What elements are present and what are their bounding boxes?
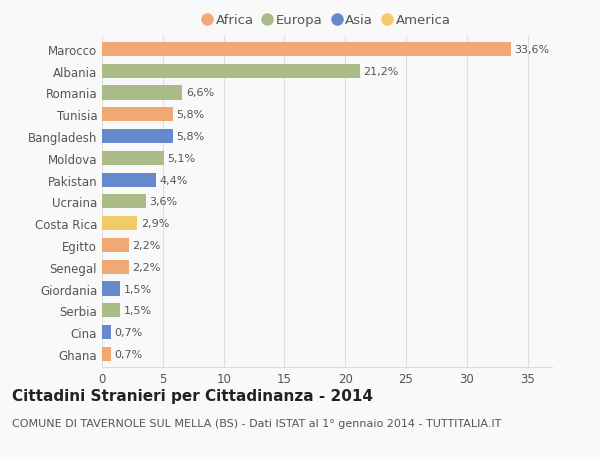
Text: 5,8%: 5,8% bbox=[176, 132, 205, 142]
Text: 5,1%: 5,1% bbox=[167, 153, 196, 163]
Legend: Africa, Europa, Asia, America: Africa, Europa, Asia, America bbox=[200, 10, 454, 31]
Bar bbox=[102, 64, 360, 78]
Bar bbox=[102, 282, 120, 296]
Text: 1,5%: 1,5% bbox=[124, 306, 152, 316]
Bar bbox=[102, 303, 120, 318]
Bar bbox=[102, 347, 110, 361]
Bar bbox=[102, 108, 173, 122]
Bar bbox=[102, 217, 137, 231]
Bar bbox=[102, 86, 182, 101]
Text: 3,6%: 3,6% bbox=[149, 197, 178, 207]
Text: 2,2%: 2,2% bbox=[133, 241, 161, 251]
Text: 21,2%: 21,2% bbox=[364, 67, 399, 77]
Bar bbox=[102, 43, 511, 57]
Bar bbox=[102, 151, 164, 166]
Bar bbox=[102, 238, 129, 252]
Text: 1,5%: 1,5% bbox=[124, 284, 152, 294]
Bar bbox=[102, 129, 173, 144]
Text: 2,2%: 2,2% bbox=[133, 262, 161, 272]
Text: 5,8%: 5,8% bbox=[176, 110, 205, 120]
Text: 0,7%: 0,7% bbox=[114, 349, 142, 359]
Text: Cittadini Stranieri per Cittadinanza - 2014: Cittadini Stranieri per Cittadinanza - 2… bbox=[12, 388, 373, 403]
Text: 6,6%: 6,6% bbox=[186, 88, 214, 98]
Text: 0,7%: 0,7% bbox=[114, 327, 142, 337]
Text: 33,6%: 33,6% bbox=[514, 45, 550, 55]
Text: COMUNE DI TAVERNOLE SUL MELLA (BS) - Dati ISTAT al 1° gennaio 2014 - TUTTITALIA.: COMUNE DI TAVERNOLE SUL MELLA (BS) - Dat… bbox=[12, 418, 502, 428]
Bar bbox=[102, 260, 129, 274]
Bar bbox=[102, 325, 110, 340]
Bar bbox=[102, 195, 146, 209]
Text: 2,9%: 2,9% bbox=[141, 218, 169, 229]
Bar bbox=[102, 173, 155, 187]
Text: 4,4%: 4,4% bbox=[159, 175, 188, 185]
